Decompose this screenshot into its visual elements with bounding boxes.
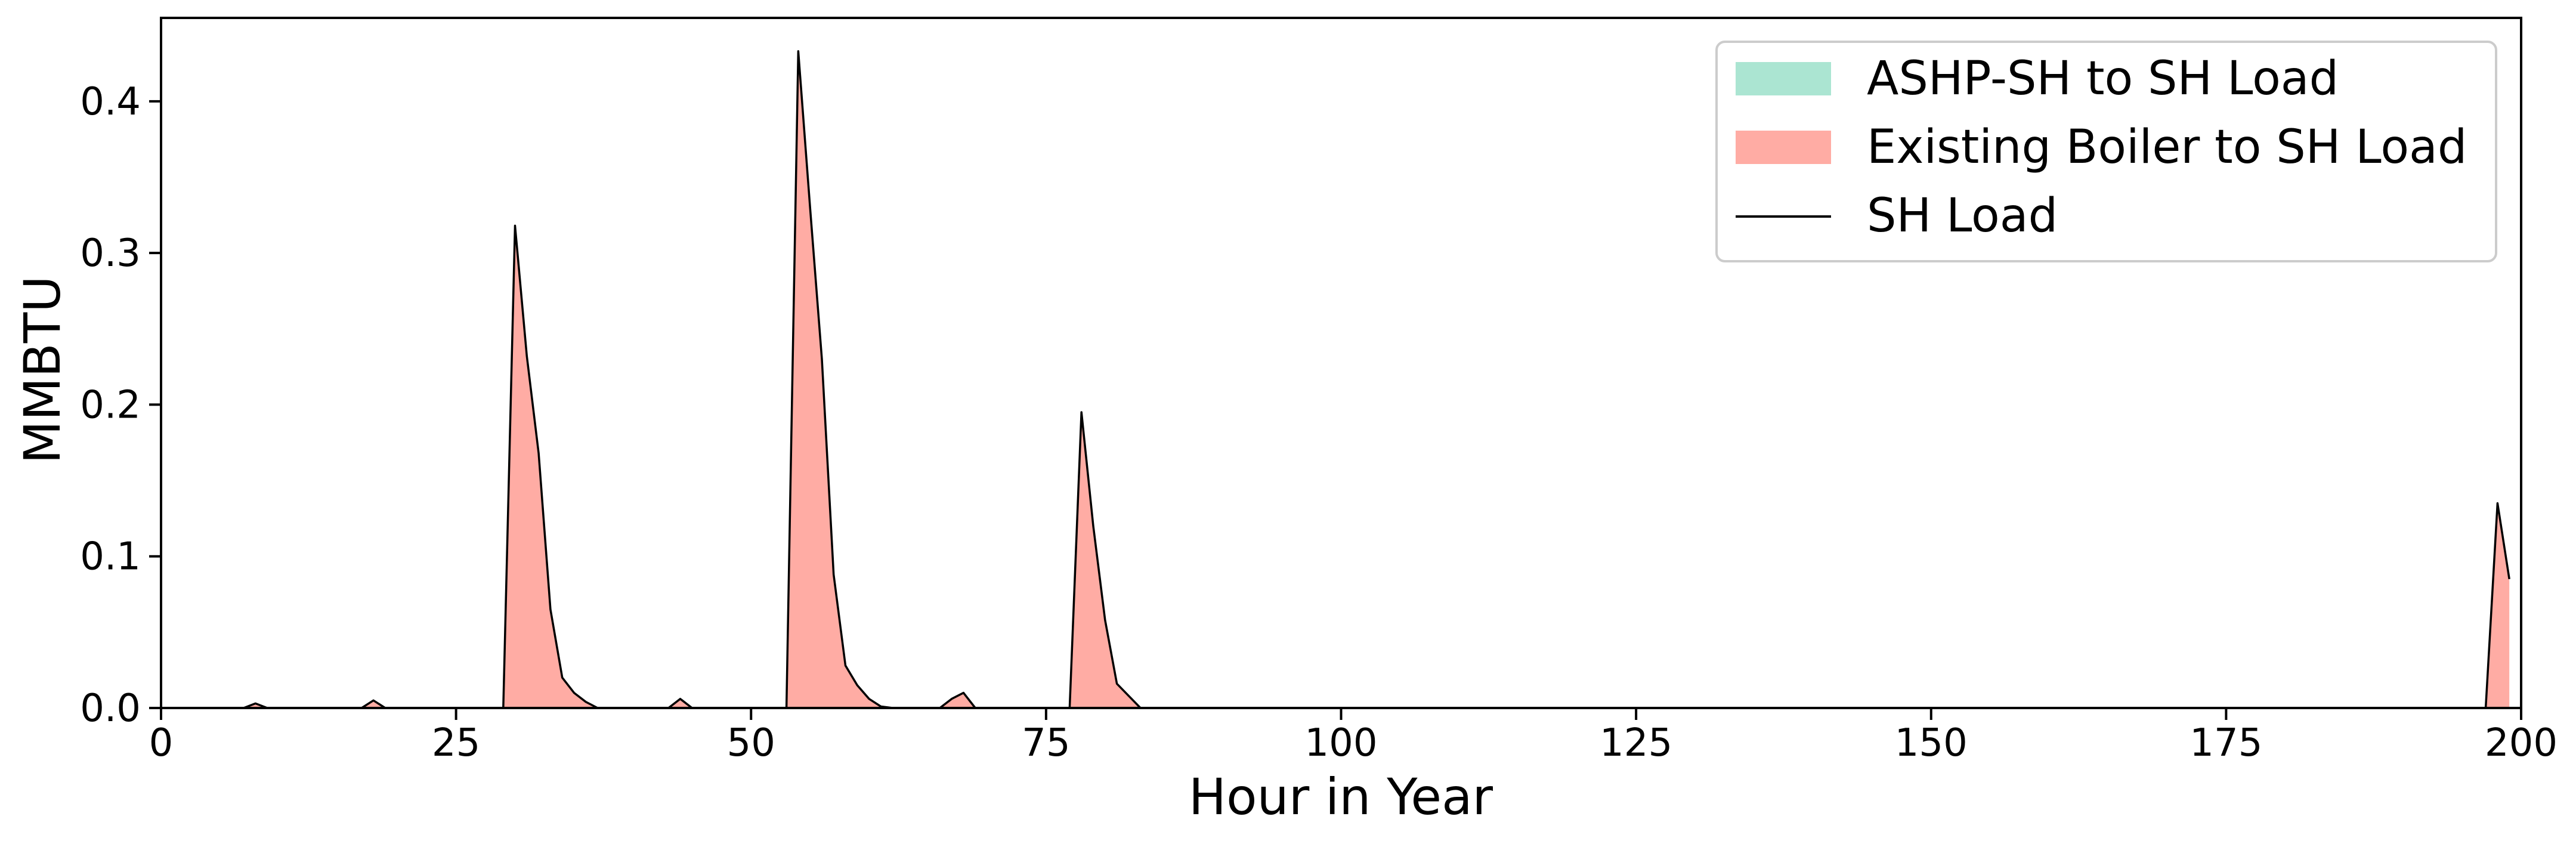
axis-ticks: 0 25 50 75 100 125 150 175 200 0.0 0.1 0.2 0.3 0.4 — [80, 80, 2558, 765]
x-tick-label: 50 — [727, 721, 775, 765]
legend-label-boiler: Existing Boiler to SH Load — [1867, 120, 2467, 174]
y-tick-label: 0.2 — [80, 383, 141, 427]
x-tick-label: 200 — [2485, 721, 2558, 765]
y-axis-label: MMBTU — [13, 276, 72, 463]
x-tick-label: 175 — [2190, 721, 2262, 765]
x-tick-label: 150 — [1895, 721, 1968, 765]
x-tick-label: 75 — [1022, 721, 1070, 765]
legend: ASHP-SH to SH Load Existing Boiler to SH… — [1715, 41, 2497, 262]
y-tick-label: 0.0 — [80, 687, 141, 731]
legend-label-sh-load: SH Load — [1867, 189, 2058, 243]
y-tick-label: 0.3 — [80, 231, 141, 276]
legend-swatch-boiler — [1736, 131, 1831, 164]
y-tick-label: 0.1 — [80, 535, 141, 579]
x-tick-label: 125 — [1600, 721, 1672, 765]
legend-swatch-ashp — [1736, 62, 1831, 95]
x-axis-label: Hour in Year — [1189, 768, 1493, 826]
x-tick-label: 0 — [149, 721, 174, 765]
y-tick-label: 0.4 — [80, 80, 141, 124]
x-tick-label: 100 — [1304, 721, 1377, 765]
legend-label-ashp: ASHP-SH to SH Load — [1867, 52, 2339, 106]
legend-frame — [1715, 41, 2497, 262]
x-tick-label: 25 — [432, 721, 480, 765]
